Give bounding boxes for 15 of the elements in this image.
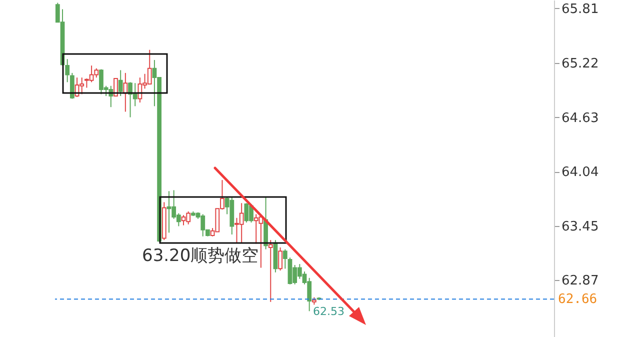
candlestick — [118, 70, 123, 97]
candlestick — [268, 240, 273, 302]
candlestick — [123, 72, 128, 112]
candlestick — [282, 248, 288, 270]
y-tick-label: 64.63 — [562, 110, 599, 126]
annotation: 62.53 — [313, 305, 344, 318]
y-tick-label: 65.81 — [562, 2, 599, 17]
y-tick-label: 62.87 — [562, 273, 599, 288]
candlestick — [278, 246, 282, 272]
y-tick-label: 63.45 — [562, 220, 599, 235]
y-tick-label: 65.22 — [562, 56, 599, 72]
annotation: 63.20顺势做空 — [142, 246, 259, 266]
candlestick — [114, 78, 118, 97]
ref-line-label: 62.66 — [558, 292, 598, 308]
y-tick-label: 64.04 — [562, 165, 599, 180]
